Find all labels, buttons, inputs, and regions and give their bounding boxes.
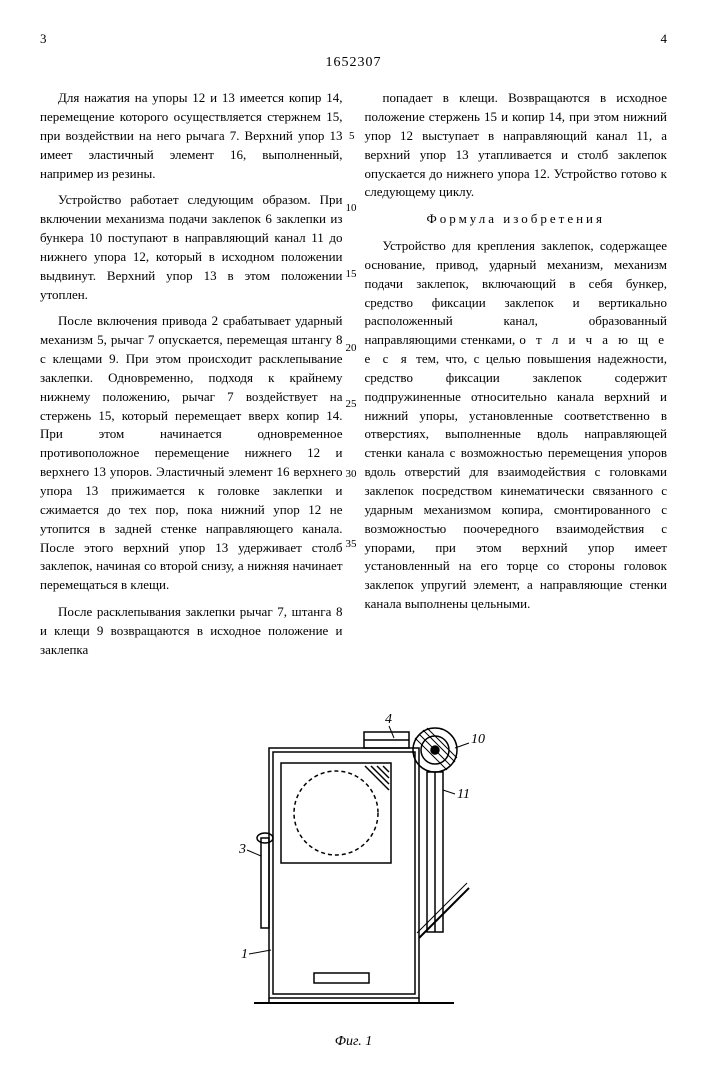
line-number: 25: [346, 397, 357, 413]
paragraph: попадает в клещи. Возвращаются в исходно…: [365, 89, 668, 202]
page-number-right: 4: [661, 30, 668, 49]
figure-drawing: 4 10 11 3 1: [199, 688, 509, 1028]
line-number: 20: [346, 341, 357, 357]
paragraph: Устройство работает следующим образом. П…: [40, 191, 343, 304]
text-run: тем, что, с целью повышения надежности, …: [365, 351, 668, 611]
figure-label-11: 11: [457, 787, 470, 802]
right-column: попадает в клещи. Возвращаются в исходно…: [365, 89, 668, 614]
paragraph: После включения привода 2 срабатывает уд…: [40, 312, 343, 595]
text-run: Устройство для крепления заклепок, содер…: [365, 238, 668, 347]
figure-label-3: 3: [238, 842, 246, 857]
paragraph: Устройство для крепления заклепок, содер…: [365, 237, 668, 614]
figure-label-1: 1: [241, 947, 248, 962]
line-number: 35: [346, 537, 357, 553]
figure-label-10: 10: [471, 732, 485, 747]
page-number-left: 3: [40, 30, 47, 49]
figure-1: 4 10 11 3 1 Фиг. 1: [40, 688, 667, 1052]
paragraph: После расклепывания заклепки рычаг 7, шт…: [40, 603, 343, 660]
formula-title: Формула изобретения: [365, 210, 668, 229]
paragraph: Для нажатия на упоры 12 и 13 имеется коп…: [40, 89, 343, 183]
figure-label-4: 4: [385, 712, 392, 727]
line-number: 15: [346, 267, 357, 283]
figure-caption: Фиг. 1: [40, 1032, 667, 1052]
line-number: 5: [349, 129, 355, 145]
line-number: 30: [346, 467, 357, 483]
left-column: Для нажатия на упоры 12 и 13 имеется коп…: [40, 89, 343, 659]
line-number: 10: [346, 201, 357, 217]
patent-number: 1652307: [40, 53, 667, 73]
text-columns: 5 10 15 20 25 30 35 Для нажатия на упоры…: [40, 89, 667, 667]
